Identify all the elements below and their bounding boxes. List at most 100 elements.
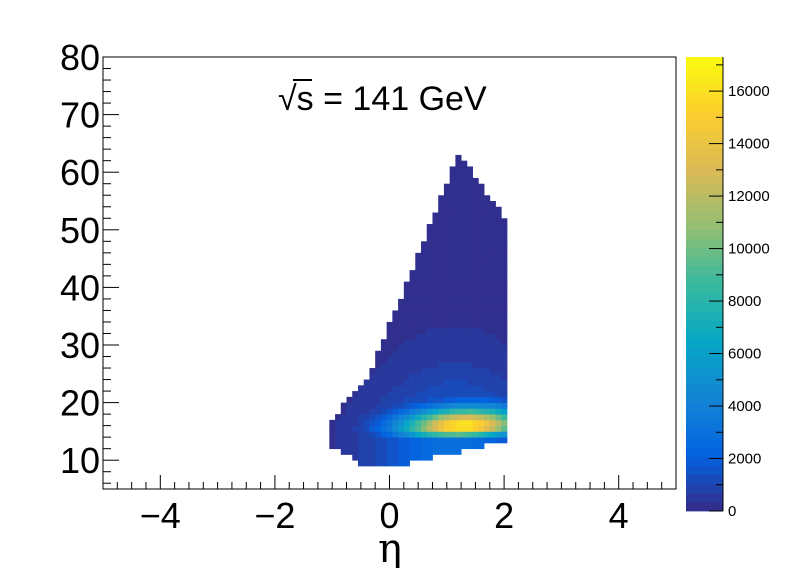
heatmap-cell <box>432 350 439 357</box>
heatmap-cell <box>489 252 496 259</box>
heatmap-cell <box>501 327 508 334</box>
heatmap-cell <box>398 460 405 467</box>
heatmap-cell <box>421 431 428 438</box>
heatmap-cell <box>426 402 433 409</box>
heatmap-cell <box>449 195 456 202</box>
heatmap-cell <box>495 206 502 213</box>
heatmap-cell <box>472 235 479 242</box>
heatmap-cell <box>398 316 405 323</box>
heatmap-cell <box>392 379 399 386</box>
heatmap-cell <box>369 437 376 444</box>
color-scale-band <box>686 465 723 476</box>
heatmap-cell <box>403 460 410 467</box>
heatmap-cell <box>426 224 433 231</box>
heatmap-cell <box>409 304 416 311</box>
heatmap-cell <box>438 270 445 277</box>
heatmap-cell <box>443 396 451 403</box>
heatmap-cell <box>489 201 496 208</box>
heatmap-cell <box>421 339 428 346</box>
heatmap-cell <box>392 321 399 329</box>
y-tick-label: 80 <box>60 37 100 78</box>
heatmap-cell <box>478 195 485 202</box>
heatmap-cell <box>489 379 496 386</box>
heatmap-cell <box>352 425 359 432</box>
heatmap-cell <box>398 327 405 334</box>
heatmap-cell <box>421 396 428 403</box>
heatmap-cell <box>455 396 462 403</box>
heatmap-cell <box>489 356 496 363</box>
heatmap-cell <box>489 396 496 403</box>
heatmap-cell <box>455 442 462 450</box>
x-tick-label: 0 <box>379 495 399 536</box>
color-scale-band <box>686 429 723 439</box>
heatmap-cell <box>363 454 370 461</box>
heatmap-cell <box>449 437 456 444</box>
heatmap-cell <box>398 339 405 346</box>
heatmap-cell <box>403 442 410 450</box>
heatmap-cell <box>495 385 502 392</box>
heatmap-cell <box>386 442 393 450</box>
heatmap-cell <box>443 350 451 357</box>
color-scale-band <box>686 392 723 403</box>
heatmap-cell <box>438 437 445 444</box>
heatmap-cell <box>409 454 416 461</box>
heatmap-cell <box>466 379 473 386</box>
heatmap-cell <box>438 321 445 329</box>
heatmap-cell <box>375 350 382 357</box>
heatmap-cell <box>409 408 416 415</box>
heatmap-cell <box>403 437 410 444</box>
heatmap-cell <box>380 379 388 386</box>
heatmap-cell <box>432 270 439 277</box>
heatmap-cell <box>484 339 491 346</box>
heatmap-cell <box>432 281 439 288</box>
heatmap-cell <box>432 241 439 248</box>
color-scale-band <box>686 293 723 303</box>
heatmap-cell <box>455 304 462 311</box>
color-scale-band <box>686 274 723 285</box>
color-scale-tick-label: 12000 <box>728 188 770 205</box>
heatmap-cell <box>443 270 451 277</box>
heatmap-cell <box>363 419 370 427</box>
heatmap-cell <box>484 229 491 236</box>
heatmap-cell <box>426 419 433 427</box>
heatmap-cell <box>461 321 468 329</box>
heatmap-cell <box>478 368 485 375</box>
heatmap-cell <box>461 206 468 213</box>
color-scale-band <box>686 238 723 249</box>
heatmap-cell <box>421 442 428 450</box>
heatmap-cell <box>438 281 445 288</box>
heatmap-cell <box>449 212 456 219</box>
heatmap-cell <box>501 304 508 311</box>
heatmap-cell <box>438 419 445 427</box>
heatmap-cell <box>398 321 405 329</box>
heatmap-cell <box>409 414 416 421</box>
heatmap-cell <box>472 270 479 277</box>
heatmap-cell <box>478 281 485 288</box>
heatmap-cell <box>426 414 433 421</box>
heatmap-cell <box>432 356 439 363</box>
heatmap-cell <box>472 414 479 421</box>
heatmap-cell <box>438 373 445 380</box>
heatmap-cell <box>375 431 382 438</box>
heatmap-cell <box>455 166 462 173</box>
heatmap-cell <box>472 356 479 363</box>
heatmap-cell <box>340 431 347 438</box>
heatmap-cell <box>484 379 491 386</box>
heatmap-cell <box>472 350 479 357</box>
heatmap-cell <box>415 385 422 392</box>
heatmap-cell <box>421 350 428 357</box>
heatmap-cell <box>409 391 416 398</box>
heatmap-cell <box>363 460 370 467</box>
heatmap-cell <box>489 419 496 427</box>
heatmap-cell <box>415 270 422 277</box>
heatmap-cell <box>449 402 456 409</box>
heatmap-cell <box>403 304 410 311</box>
heatmap-cell <box>472 264 479 271</box>
heatmap-cell <box>478 425 485 432</box>
heatmap-cell <box>443 362 451 369</box>
heatmap-cell <box>461 195 468 202</box>
heatmap-cell <box>455 316 462 323</box>
heatmap-cell <box>398 419 405 427</box>
heatmap-cell <box>438 212 445 219</box>
heatmap-cell <box>392 345 399 352</box>
